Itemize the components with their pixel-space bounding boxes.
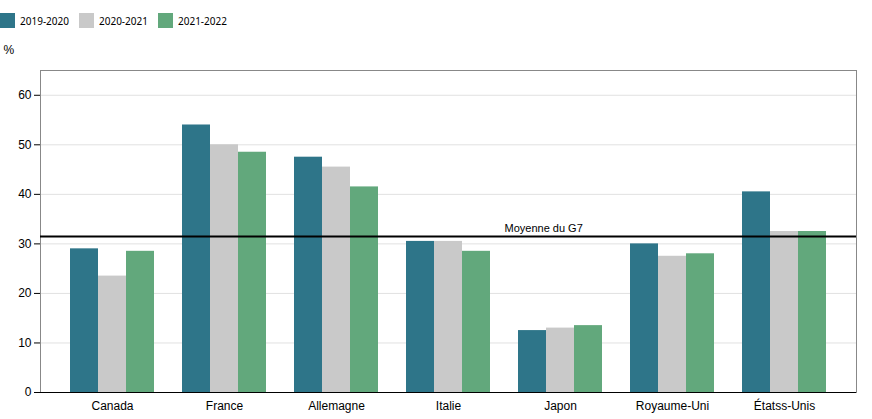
svg-text:0: 0: [25, 385, 32, 399]
html-text:2019-2020: 2019-2020: [20, 13, 69, 28]
svg-text:50: 50: [18, 138, 32, 152]
svg-text:Japon: Japon: [544, 399, 577, 413]
svg-text:Moyenne du G7: Moyenne du G7: [505, 222, 583, 234]
html-text:2020-2021: 2020-2021: [99, 13, 148, 28]
svg-text:30: 30: [18, 237, 32, 251]
html-text:2021-2022: 2021-2022: [178, 13, 227, 28]
svg-text:Allemagne: Allemagne: [308, 399, 365, 413]
svg-text:Canada: Canada: [91, 399, 133, 413]
svg-text:%: %: [4, 43, 15, 57]
svg-text:20: 20: [18, 286, 32, 300]
svg-text:Étatss-Unis: Étatss-Unis: [754, 398, 815, 413]
svg-text:40: 40: [18, 187, 32, 201]
svg-text:Royaume-Uni: Royaume-Uni: [636, 399, 709, 413]
svg-text:Italie: Italie: [436, 399, 462, 413]
svg-text:France: France: [206, 399, 244, 413]
svg-text:10: 10: [18, 336, 32, 350]
svg-text:60: 60: [18, 88, 32, 102]
